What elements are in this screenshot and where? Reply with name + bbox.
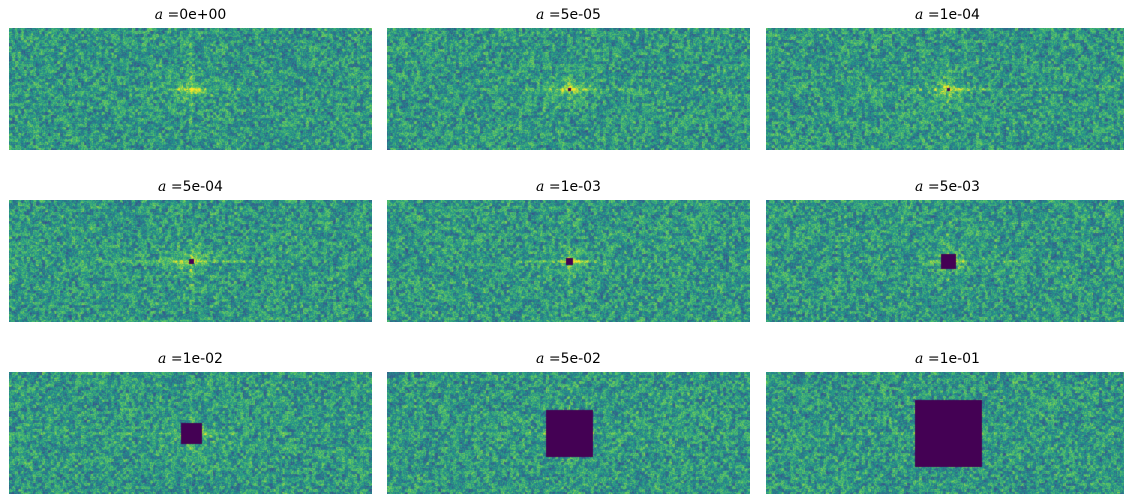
panel-title-value: 5e-04: [183, 179, 223, 195]
panel-title: a =1e-03: [387, 177, 750, 197]
panel-title-value: 1e-04: [940, 7, 980, 23]
panel-title: a =1e-04: [766, 5, 1124, 25]
panel-title-value: 5e-05: [561, 7, 601, 23]
spectrum-image: [9, 200, 372, 322]
spectrum-image: [766, 372, 1124, 494]
panel-title: a =5e-02: [387, 349, 750, 369]
panel-title-value: 0e+00: [179, 7, 226, 23]
panel-title: a =5e-05: [387, 5, 750, 25]
panel-title: a =1e-02: [9, 349, 372, 369]
spectrum-image: [766, 200, 1124, 322]
spectrum-image: [387, 200, 750, 322]
panel-title-value: 5e-02: [561, 351, 601, 367]
spectrum-image: [387, 372, 750, 494]
spectrum-image: [387, 28, 750, 150]
spectrum-image: [9, 372, 372, 494]
panel-title-value: 5e-03: [940, 179, 980, 195]
panel-title: a =5e-04: [9, 177, 372, 197]
panel-title: a =0e+00: [9, 5, 372, 25]
spectrum-image: [766, 28, 1124, 150]
panel-title: a =5e-03: [766, 177, 1124, 197]
panel-title-value: 1e-03: [561, 179, 601, 195]
spectrum-image: [9, 28, 372, 150]
panel-title-value: 1e-02: [183, 351, 223, 367]
panel-title: a =1e-01: [766, 349, 1124, 369]
panel-title-value: 1e-01: [940, 351, 980, 367]
